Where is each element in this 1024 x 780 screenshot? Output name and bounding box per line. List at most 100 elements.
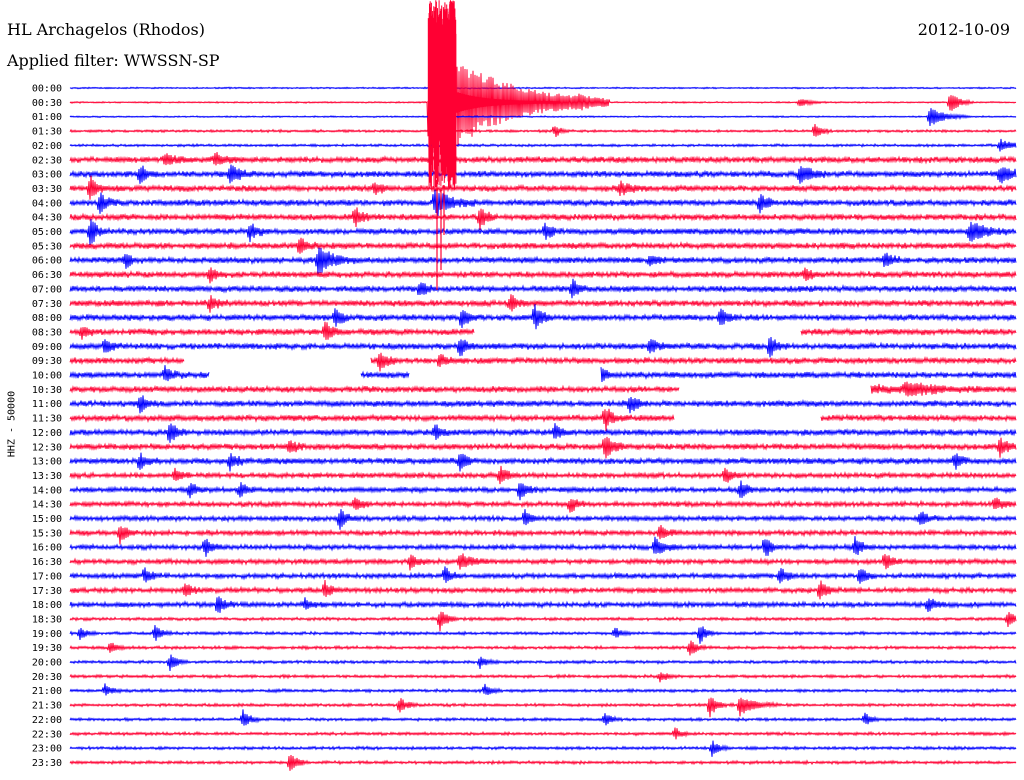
- trace-line: [69, 336, 1017, 358]
- row-time-label: 11:00: [32, 399, 62, 410]
- row-time-label: 13:30: [32, 471, 62, 482]
- row-time-label: 19:30: [32, 643, 62, 654]
- row-time-label: 21:30: [32, 701, 62, 712]
- trace-line: [69, 365, 1017, 383]
- trace-line: [69, 189, 1017, 216]
- trace-line: [69, 352, 1017, 372]
- trace-line: [69, 683, 1017, 696]
- trace-line: [69, 465, 1017, 485]
- trace-line: [69, 152, 1017, 166]
- row-time-label: 14:00: [32, 485, 62, 496]
- trace-line: [69, 219, 1017, 245]
- trace-line: [69, 740, 1017, 757]
- trace-line: [69, 625, 1017, 644]
- row-time-label: 06:00: [32, 256, 62, 267]
- trace-line: [69, 138, 1017, 152]
- trace-line: [69, 536, 1017, 557]
- trace-line: [69, 480, 1017, 501]
- trace-line: [69, 754, 1017, 771]
- trace-line: [69, 497, 1017, 513]
- row-time-label: 15:00: [32, 514, 62, 525]
- row-time-label: 13:00: [32, 457, 62, 468]
- row-time-label: 17:30: [32, 586, 62, 597]
- trace-line: [69, 596, 1017, 613]
- trace-line: [69, 611, 1017, 632]
- row-time-label: 01:00: [32, 112, 62, 123]
- trace-line: [69, 423, 1017, 443]
- trace-line: [69, 640, 1017, 656]
- row-time-label: 04:00: [32, 198, 62, 209]
- row-time-label: 15:30: [32, 528, 62, 539]
- station-title: HL Archagelos (Rhodos): [7, 20, 205, 39]
- row-time-label: 03:00: [32, 170, 62, 181]
- trace-line: [69, 553, 1017, 571]
- row-time-label: 20:30: [32, 672, 62, 683]
- row-time-label: 12:30: [32, 442, 62, 453]
- row-time-label: 12:00: [32, 428, 62, 439]
- row-time-label: 08:00: [32, 313, 62, 324]
- trace-line: [69, 304, 1017, 330]
- row-time-label: 18:00: [32, 600, 62, 611]
- seismic-traces: [69, 0, 1017, 771]
- trace-line: [69, 436, 1017, 459]
- earthquake-coda: [454, 91, 560, 114]
- trace-line: [69, 108, 1017, 127]
- row-time-label: 10:00: [32, 371, 62, 382]
- row-time-label: 07:00: [32, 284, 62, 295]
- row-time-label: 18:30: [32, 614, 62, 625]
- earthquake-deep-spike: [436, 180, 445, 290]
- trace-line: [69, 524, 1017, 545]
- trace-line: [69, 709, 1017, 726]
- trace-line: [69, 278, 1017, 299]
- row-time-label: 16:30: [32, 557, 62, 568]
- trace-line: [69, 381, 1017, 397]
- row-time-label: 17:00: [32, 571, 62, 582]
- trace-line: [69, 672, 1017, 683]
- row-time-label: 23:30: [32, 758, 62, 769]
- trace-line: [69, 395, 1017, 414]
- row-tick-labels: 00:00 00:30 01:00 01:30 02:00 02:30 03:00 03:30…: [32, 84, 62, 769]
- trace-line: [69, 247, 1017, 275]
- row-time-label: 21:00: [32, 686, 62, 697]
- row-time-label: 20:00: [32, 658, 62, 669]
- trace-line: [69, 579, 1017, 600]
- row-time-label: 22:00: [32, 715, 62, 726]
- row-time-label: 03:30: [32, 184, 62, 195]
- row-time-label: 16:00: [32, 543, 62, 554]
- row-time-label: 02:30: [32, 155, 62, 166]
- trace-line: [69, 294, 1017, 313]
- row-time-label: 09:00: [32, 342, 62, 353]
- row-time-label: 11:30: [32, 414, 62, 425]
- trace-line: [69, 164, 1017, 184]
- trace-line: [69, 727, 1017, 740]
- trace-line: [69, 697, 1017, 718]
- row-time-label: 23:00: [32, 744, 62, 755]
- trace-line: [69, 408, 1017, 432]
- row-time-label: 05:00: [32, 227, 62, 238]
- trace-line: [69, 654, 1017, 672]
- row-time-label: 10:30: [32, 385, 62, 396]
- row-time-label: 02:00: [32, 141, 62, 152]
- trace-line: [69, 509, 1017, 530]
- trace-line: [69, 452, 1017, 472]
- row-time-label: 19:00: [32, 629, 62, 640]
- row-time-label: 05:30: [32, 241, 62, 252]
- row-time-label: 04:30: [32, 213, 62, 224]
- trace-line: [69, 566, 1017, 584]
- trace-line: [69, 267, 1017, 284]
- trace-line: [69, 34, 1017, 165]
- trace-line: [69, 175, 1017, 200]
- row-time-label: 00:30: [32, 98, 62, 109]
- trace-line: [69, 321, 1017, 340]
- trace-line: [69, 124, 1017, 138]
- row-time-label: 07:30: [32, 299, 62, 310]
- trace-line: [69, 86, 1017, 90]
- trace-line: [69, 237, 1017, 254]
- row-time-label: 01:30: [32, 127, 62, 138]
- filter-label: Applied filter: WWSSN-SP: [7, 51, 220, 70]
- row-time-label: 22:30: [32, 729, 62, 740]
- row-time-label: 06:30: [32, 270, 62, 281]
- row-time-label: 14:30: [32, 500, 62, 511]
- row-time-label: 09:30: [32, 356, 62, 367]
